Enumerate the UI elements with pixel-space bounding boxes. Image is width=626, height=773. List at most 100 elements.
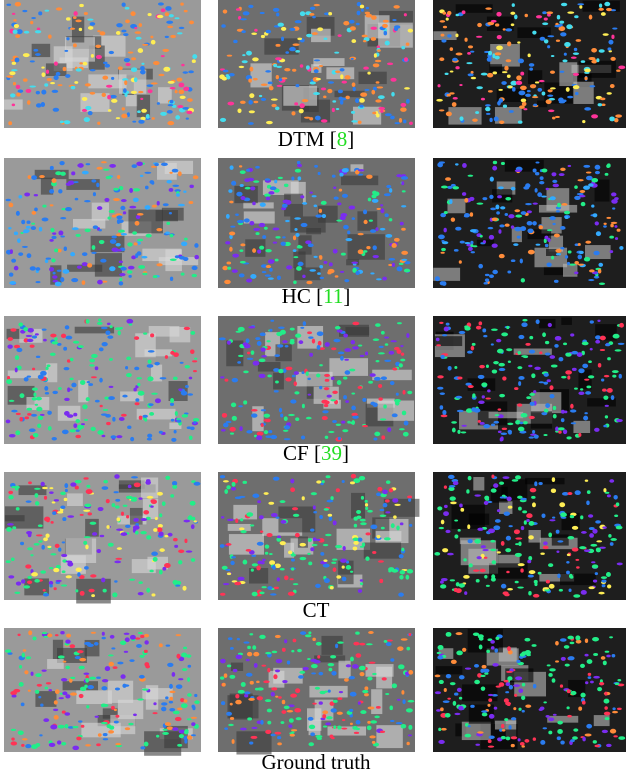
track-point (617, 679, 621, 681)
track-point (529, 521, 535, 526)
track-point (166, 645, 171, 647)
track-point (518, 59, 524, 64)
track-point (225, 241, 230, 244)
track-point (539, 351, 542, 354)
track-point (257, 696, 263, 700)
track-point (556, 551, 559, 553)
track-point (330, 655, 336, 658)
track-point (103, 62, 108, 64)
track-point (362, 398, 366, 402)
track-point (181, 241, 187, 246)
track-point (308, 243, 314, 247)
track-point (90, 522, 97, 525)
track-point (598, 8, 603, 11)
track-point (342, 81, 347, 84)
track-point (355, 632, 360, 635)
track-point (459, 583, 465, 587)
track-point (608, 40, 613, 45)
track-point (326, 716, 332, 719)
track-point (502, 729, 506, 731)
track-point (335, 275, 339, 277)
track-point (506, 326, 509, 329)
track-point (146, 535, 151, 539)
track-point (55, 689, 60, 694)
track-point (611, 222, 618, 224)
track-point (573, 52, 579, 55)
track-point (88, 589, 94, 593)
track-point (444, 505, 448, 508)
track-point (340, 98, 346, 101)
track-point (154, 163, 159, 166)
track-point (478, 400, 484, 404)
track-point (184, 739, 187, 744)
track-point (361, 496, 364, 500)
track-point (566, 87, 570, 92)
track-point (8, 495, 13, 499)
track-point (441, 520, 445, 525)
track-point (167, 663, 173, 667)
track-point (41, 67, 44, 69)
track-point (90, 574, 96, 577)
track-point (318, 672, 323, 676)
track-point (610, 250, 614, 253)
track-point (452, 102, 457, 107)
track-point (260, 530, 263, 532)
track-point (133, 518, 139, 522)
track-point (520, 742, 525, 746)
track-point (384, 640, 388, 643)
track-point (42, 218, 49, 222)
track-point (559, 502, 565, 507)
track-point (183, 520, 190, 523)
track-point (50, 334, 56, 338)
track-point (434, 552, 440, 556)
track-point (261, 98, 266, 101)
track-point (54, 249, 58, 253)
track-point (336, 488, 340, 492)
track-point (593, 653, 598, 656)
track-point (220, 544, 225, 548)
track-point (53, 709, 58, 711)
track-point (389, 351, 395, 355)
track-point (440, 252, 444, 254)
track-point (302, 496, 305, 500)
track-point (379, 397, 383, 400)
track-point (397, 349, 402, 354)
track-point (340, 356, 344, 361)
track-point (609, 636, 613, 638)
track-point (618, 736, 625, 740)
track-point (302, 275, 305, 278)
track-point (128, 266, 135, 270)
track-point (574, 15, 578, 18)
track-point (284, 416, 288, 421)
track-point (83, 673, 89, 675)
track-point (402, 411, 406, 416)
track-point (377, 49, 381, 52)
track-point (101, 578, 105, 583)
track-point (173, 538, 178, 542)
track-point (497, 195, 502, 198)
track-point (452, 58, 458, 62)
track-point (405, 261, 411, 264)
image-texture (137, 409, 176, 420)
track-point (351, 406, 356, 411)
track-point (561, 376, 566, 379)
track-point (546, 11, 553, 14)
track-point (227, 102, 234, 106)
track-point (139, 675, 145, 679)
track-point (149, 570, 153, 573)
track-point (369, 735, 375, 738)
image-texture (461, 540, 496, 565)
track-point (61, 554, 67, 557)
track-point (340, 74, 343, 79)
track-point (179, 90, 185, 95)
track-point (249, 110, 255, 113)
track-point (259, 223, 266, 227)
track-point (78, 345, 84, 348)
track-point (603, 488, 606, 492)
track-point (384, 537, 391, 540)
track-point (471, 77, 476, 80)
track-point (390, 658, 394, 662)
track-point (457, 688, 462, 692)
track-point (102, 637, 106, 640)
track-point (341, 253, 346, 256)
